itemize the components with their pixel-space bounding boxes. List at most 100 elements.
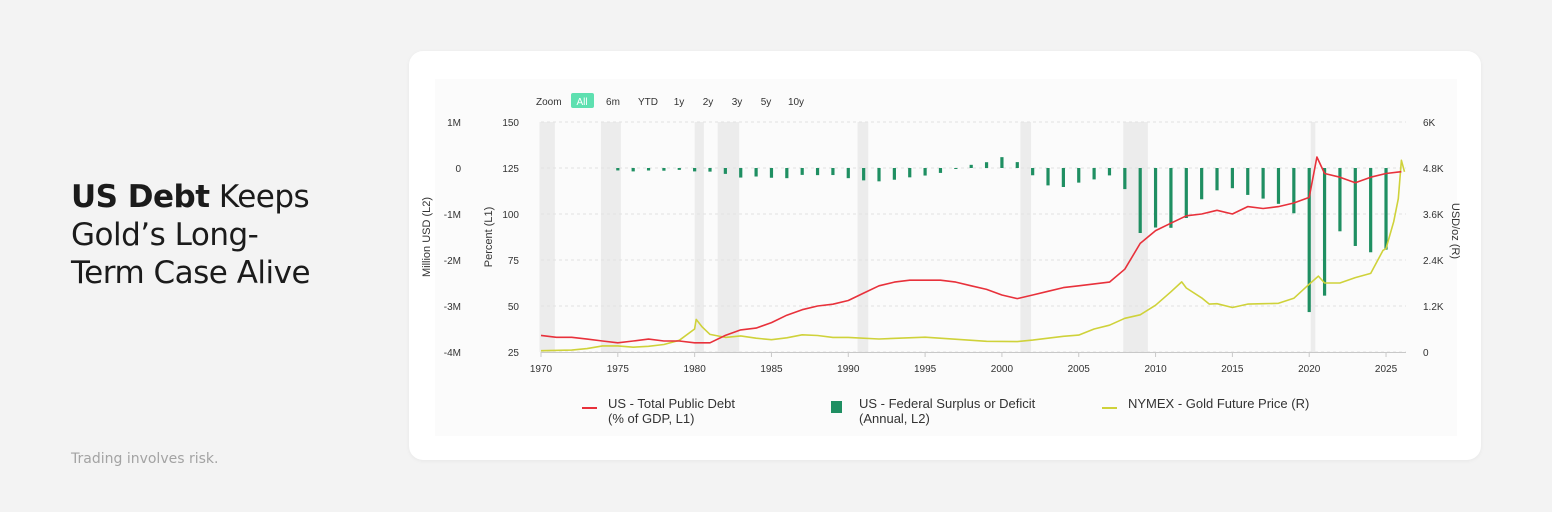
headline-rest: Keeps Gold’s Long-Term Case Alive: [71, 179, 311, 291]
deficit-bar: [662, 168, 666, 171]
deficit-bar: [938, 168, 943, 173]
legend-debt-text: US - Total Public Debt: [608, 396, 735, 411]
x-tick-label: 1980: [684, 364, 707, 375]
left-outer-tick: -3M: [444, 302, 461, 313]
left-outer-tick: 0: [455, 164, 461, 175]
recession-band: [600, 122, 621, 352]
deficit-bar: [800, 168, 804, 175]
deficit-bar: [1046, 168, 1050, 186]
zoom-option-6m[interactable]: 6m: [606, 97, 620, 108]
right-tick: 4.8K: [1423, 164, 1444, 175]
gold-price-line: [540, 159, 1406, 352]
deficit-bar: [984, 162, 989, 168]
zoom-label: Zoom: [536, 97, 562, 108]
deficit-bar: [1092, 168, 1096, 180]
zoom-option-ytd[interactable]: YTD: [638, 97, 658, 108]
right-tick: 2.4K: [1423, 256, 1444, 267]
headline: US Debt Keeps Gold’s Long-Term Case Aliv…: [71, 178, 321, 292]
left-inner-tick: 125: [502, 164, 519, 175]
x-tick-label: 2020: [1298, 364, 1321, 375]
deficit-bar: [1322, 168, 1327, 296]
recession-band: [717, 122, 740, 352]
x-tick-label: 1995: [914, 364, 937, 375]
deficit-bar: [969, 164, 973, 168]
left-outer-tick: -1M: [444, 210, 461, 221]
x-tick-label: 1975: [607, 364, 630, 375]
deficit-bar: [908, 168, 912, 178]
deficit-bar: [1292, 168, 1296, 214]
deficit-bar: [1369, 168, 1373, 253]
deficit-bar: [1307, 168, 1311, 313]
left-inner-tick: 25: [508, 348, 520, 359]
public-debt-line: [540, 156, 1402, 344]
deficit-bar: [631, 168, 635, 172]
left-outer-tick: 1M: [447, 118, 461, 129]
zoom-option-3y[interactable]: 3y: [732, 97, 743, 108]
deficit-bar: [1031, 168, 1035, 176]
chart-card: Zoom All 6m YTD 1y 2y 3y 5y 10y 1M 150 6K 0 125 4.8K -1…: [409, 51, 1481, 460]
legend-deficit-marker: [831, 401, 842, 413]
deficit-bar: [1246, 168, 1250, 195]
legend-gold-text: NYMEX - Gold Future Price (R): [1128, 396, 1309, 411]
left-inner-tick: 75: [508, 256, 520, 267]
x-tick-label: 2010: [1144, 364, 1167, 375]
deficit-bar: [862, 168, 866, 181]
deficit-bar: [723, 168, 727, 174]
deficit-bar: [1261, 168, 1265, 199]
zoom-option-all[interactable]: All: [576, 97, 587, 108]
risk-disclaimer: Trading involves risk.: [71, 451, 219, 467]
deficit-bar: [1276, 168, 1281, 204]
recession-band: [1020, 122, 1032, 352]
recession-band: [1123, 122, 1148, 352]
deficit-bar: [877, 168, 881, 182]
deficit-bar: [1353, 168, 1357, 246]
left-inner-tick: 150: [502, 118, 519, 129]
chart-panel: [435, 79, 1457, 436]
legend-debt-text: (% of GDP, L1): [608, 411, 694, 426]
deficit-bar: [1015, 162, 1019, 168]
x-tick-label: 2005: [1068, 364, 1091, 375]
recession-band: [539, 122, 555, 352]
x-tick-label: 2000: [991, 364, 1014, 375]
zoom-option-1y[interactable]: 1y: [674, 97, 685, 108]
x-tick-label: 1990: [837, 364, 860, 375]
left-outer-tick: -4M: [444, 348, 461, 359]
left-outer-tick: -2M: [444, 256, 461, 267]
x-tick-label: 2015: [1221, 364, 1244, 375]
deficit-bar: [1153, 168, 1158, 228]
deficit-bar: [616, 168, 620, 171]
x-tick-label: 1985: [760, 364, 783, 375]
deficit-bar: [1230, 168, 1234, 189]
deficit-bar: [1338, 168, 1342, 232]
zoom-option-10y[interactable]: 10y: [788, 97, 804, 108]
deficit-bar: [1184, 168, 1188, 219]
deficit-bar: [1123, 168, 1127, 190]
deficit-bar: [693, 168, 697, 172]
right-tick: 3.6K: [1423, 210, 1444, 221]
deficit-bar: [1107, 168, 1112, 176]
deficit-bar: [1384, 168, 1388, 250]
deficit-bar: [815, 168, 820, 176]
deficit-bar: [831, 168, 835, 176]
zoom-option-2y[interactable]: 2y: [703, 97, 714, 108]
left-inner-tick: 50: [508, 302, 520, 313]
right-tick: 1.2K: [1423, 302, 1444, 313]
legend-deficit-text: US - Federal Surplus or Deficit: [859, 396, 1036, 411]
headline-bold: US Debt: [71, 179, 210, 215]
legend-deficit-text: (Annual, L2): [859, 411, 930, 426]
zoom-active-bg[interactable]: [571, 93, 594, 108]
right-tick: 6K: [1423, 118, 1436, 129]
zoom-option-5y[interactable]: 5y: [761, 97, 772, 108]
recession-band: [1310, 122, 1316, 352]
deficit-bar: [708, 168, 712, 172]
recession-band: [694, 122, 704, 352]
deficit-bar: [785, 168, 789, 179]
left-inner-tick: 100: [502, 210, 519, 221]
deficit-bar: [739, 168, 743, 178]
deficit-bar: [954, 168, 958, 170]
deficit-bar: [677, 168, 681, 170]
deficit-bar: [892, 168, 896, 180]
deficit-bar: [769, 168, 774, 178]
recession-band: [857, 122, 869, 352]
deficit-bar: [1000, 157, 1004, 168]
